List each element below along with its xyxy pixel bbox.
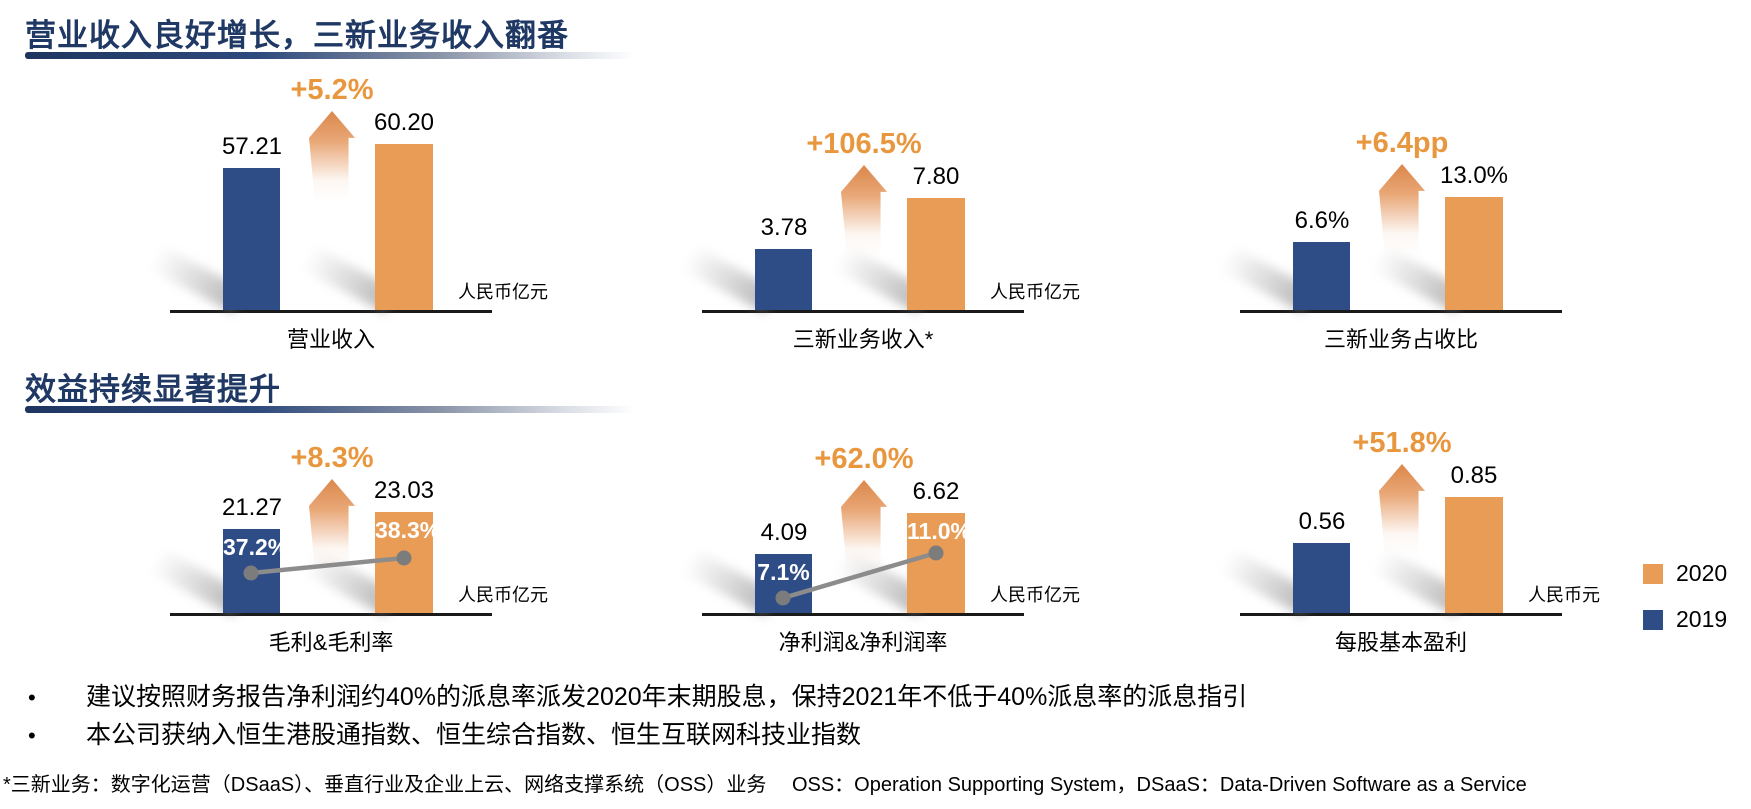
value-label-2019: 57.21	[221, 133, 283, 160]
plot-area: +6.4pp 6.6% 13.0%	[1219, 70, 1562, 313]
bar-2020: 38.3%	[375, 512, 441, 613]
section-underline	[25, 52, 635, 59]
value-label-2020: 23.03	[373, 477, 435, 504]
category-label: 每股基本盈利	[1334, 630, 1467, 655]
chart-three-new-revenue: +106.5% 3.78 7.80 人民币亿元 三新业务收入*	[681, 70, 1080, 354]
value-label-2020: 0.85	[1450, 462, 1498, 489]
bullet-item: • 本公司获纳入恒生港股通指数、恒生综合指数、恒生互联网科技业指数	[28, 721, 1678, 750]
category-label: 毛利&毛利率	[268, 630, 394, 655]
growth-rate-label: +8.3%	[290, 442, 374, 474]
chart-three-new-share: +6.4pp 6.6% 13.0% 三新业务占收比	[1219, 70, 1562, 354]
bar-2019	[755, 249, 812, 310]
legend-item-2020: 2020	[1643, 560, 1727, 587]
bar-2020	[375, 144, 433, 310]
section-underline	[25, 406, 635, 413]
category-label: 三新业务占收比	[1323, 327, 1478, 352]
category-label: 净利润&净利润率	[778, 630, 948, 655]
bar-2019	[223, 168, 280, 310]
margin-pct-2020: 11.0%	[907, 518, 971, 544]
unit-label: 人民币亿元	[990, 585, 1080, 605]
growth-rate-label: +6.4pp	[1355, 127, 1449, 159]
unit-label: 人民币元	[1528, 585, 1600, 605]
chart-gross-profit: +8.3% 21.27 23.03 37.2% 38.3% 人民币亿元 毛利&毛…	[149, 373, 548, 657]
bullet-text: 建议按照财务报告净利润约40%的派息率派发2020年末期股息，保持2021年不低…	[86, 683, 1248, 711]
legend-label: 2019	[1676, 606, 1728, 632]
growth-rate-label: +106.5%	[806, 128, 922, 160]
value-label-2019: 21.27	[221, 494, 283, 521]
unit-label: 人民币亿元	[458, 585, 548, 605]
legend-swatch-2020	[1643, 563, 1663, 584]
legend-label: 2020	[1676, 560, 1728, 586]
highlights-list: • 建议按照财务报告净利润约40%的派息率派发2020年末期股息，保持2021年…	[28, 683, 1678, 759]
plot-area: +62.0% 4.09 6.62 7.1% 11.0% 人民币亿元	[681, 373, 1080, 616]
value-label-2020: 13.0%	[1439, 162, 1509, 189]
chart-basic-eps: +51.8% 0.56 0.85 人民币元 每股基本盈利	[1219, 373, 1600, 657]
chart-legend: 2020 2019	[1643, 560, 1727, 652]
section-title-profit: 效益持续显著提升	[25, 372, 281, 407]
bullet-item: • 建议按照财务报告净利润约40%的派息率派发2020年末期股息，保持2021年…	[28, 683, 1678, 712]
value-label-2020: 7.80	[912, 163, 960, 190]
bullet-text: 本公司获纳入恒生港股通指数、恒生综合指数、恒生互联网科技业指数	[86, 721, 862, 749]
category-label: 营业收入	[286, 327, 375, 352]
bar-2019: 37.2%	[223, 529, 289, 613]
footnote: *三新业务：数字化运营（DSaaS）、垂直行业及企业上云、网络支撑系统（OSS）…	[3, 774, 1527, 796]
bar-2020	[1445, 497, 1503, 613]
plot-area: +8.3% 21.27 23.03 37.2% 38.3% 人民币亿元	[149, 373, 548, 616]
chart-net-profit: +62.0% 4.09 6.62 7.1% 11.0% 人民币亿元 净利润&净利…	[681, 373, 1080, 657]
plot-area: +51.8% 0.56 0.85 人民币元	[1219, 373, 1600, 616]
value-label-2020: 6.62	[912, 478, 960, 505]
margin-pct-2019: 7.1%	[757, 559, 810, 585]
unit-label: 人民币亿元	[990, 282, 1080, 302]
legend-swatch-2019	[1643, 609, 1663, 630]
plot-area: +106.5% 3.78 7.80 人民币亿元	[681, 70, 1080, 313]
bullet-icon: •	[28, 685, 36, 710]
bar-2020	[907, 198, 965, 310]
margin-pct-2019: 37.2%	[223, 534, 289, 560]
value-label-2019: 0.56	[1298, 508, 1346, 535]
value-label-2020: 60.20	[373, 109, 435, 136]
bar-2019	[1293, 242, 1350, 310]
legend-item-2019: 2019	[1643, 606, 1727, 633]
bullet-icon: •	[28, 723, 36, 748]
bar-2020: 11.0%	[907, 513, 971, 613]
growth-rate-label: +51.8%	[1352, 427, 1452, 459]
value-label-2019: 6.6%	[1294, 207, 1350, 234]
section-title-revenue: 营业收入良好增长，三新业务收入翻番	[25, 18, 569, 53]
category-label: 三新业务收入*	[792, 327, 934, 352]
chart-operating-revenue: +5.2% 57.21 60.20 人民币亿元 营业收入	[149, 70, 548, 354]
value-label-2019: 4.09	[760, 519, 808, 546]
unit-label: 人民币亿元	[458, 282, 548, 302]
growth-rate-label: +62.0%	[814, 443, 914, 475]
bar-2019: 7.1%	[755, 554, 812, 613]
margin-pct-2020: 38.3%	[375, 517, 441, 543]
plot-area: +5.2% 57.21 60.20 人民币亿元	[149, 70, 548, 313]
value-label-2019: 3.78	[760, 214, 808, 241]
bar-2019	[1293, 543, 1350, 613]
bar-2020	[1445, 197, 1503, 310]
growth-rate-label: +5.2%	[290, 74, 374, 106]
